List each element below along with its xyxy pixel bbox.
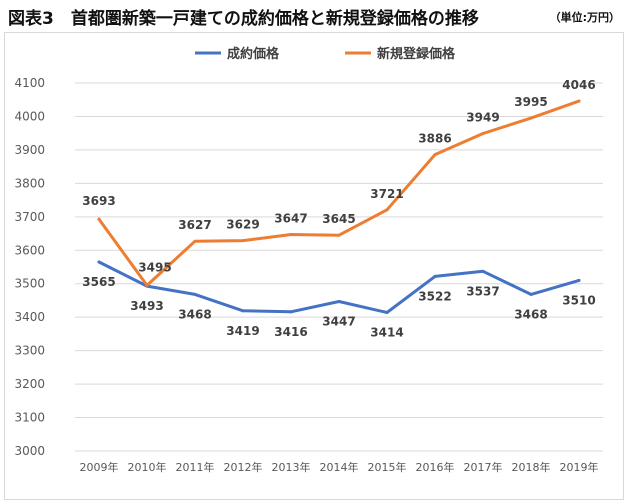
data-label-contract-price: 3565 bbox=[82, 275, 115, 289]
data-label-contract-price: 3493 bbox=[130, 299, 163, 313]
data-label-new-listing-price: 3645 bbox=[322, 212, 355, 226]
y-tick-label: 3000 bbox=[14, 444, 45, 458]
data-label-new-listing-price: 3629 bbox=[226, 218, 259, 232]
chart-title: 図表3 首都圏新築一戸建ての成約価格と新規登録価格の推移 bbox=[8, 9, 479, 29]
data-point-new-listing-price bbox=[385, 208, 389, 212]
chart-area: 3000 3100 3200 3300 3400 3500 3600 3700 3800 3900… bbox=[4, 32, 624, 500]
y-tick-label: 3900 bbox=[14, 143, 45, 157]
data-label-new-listing-price: 3693 bbox=[82, 194, 115, 208]
data-label-new-listing-price: 3721 bbox=[370, 187, 403, 201]
data-point-new-listing-price bbox=[529, 116, 533, 120]
title-row: 図表3 首都圏新築一戸建ての成約価格と新規登録価格の推移 （単位:万円） bbox=[8, 4, 622, 30]
data-label-contract-price: 3416 bbox=[274, 325, 307, 339]
y-tick-label: 4100 bbox=[14, 76, 45, 90]
x-tick-label: 2014年 bbox=[320, 460, 359, 474]
data-label-new-listing-price: 3995 bbox=[514, 95, 547, 109]
data-point-contract-price bbox=[529, 292, 533, 296]
x-tick-label: 2009年 bbox=[80, 460, 119, 474]
data-point-contract-price bbox=[337, 299, 341, 303]
y-tick-label: 3200 bbox=[14, 377, 45, 391]
x-tick-label: 2011年 bbox=[176, 460, 215, 474]
data-label-new-listing-price: 3647 bbox=[274, 212, 307, 226]
data-point-new-listing-price bbox=[433, 153, 437, 157]
data-point-new-listing-price bbox=[193, 239, 197, 243]
x-tick-label: 2012年 bbox=[224, 460, 263, 474]
data-point-contract-price bbox=[97, 260, 101, 264]
x-tick-label: 2013年 bbox=[272, 460, 311, 474]
data-point-new-listing-price bbox=[241, 239, 245, 243]
series-line-new-listing-price bbox=[97, 99, 581, 287]
y-tick-label: 3300 bbox=[14, 344, 45, 358]
x-tick-label: 2018年 bbox=[512, 460, 551, 474]
y-tick-label: 3600 bbox=[14, 243, 45, 257]
data-label-contract-price: 3419 bbox=[226, 324, 259, 338]
data-label-new-listing-price: 4046 bbox=[562, 78, 595, 92]
y-tick-label: 4000 bbox=[14, 109, 45, 123]
x-tick-label: 2010年 bbox=[128, 460, 167, 474]
y-tick-label: 3800 bbox=[14, 176, 45, 190]
data-point-new-listing-price bbox=[289, 233, 293, 237]
data-label-new-listing-price: 3627 bbox=[178, 218, 211, 232]
data-point-contract-price bbox=[241, 309, 245, 313]
data-point-contract-price bbox=[193, 292, 197, 296]
data-point-new-listing-price bbox=[145, 283, 149, 287]
y-tick-label: 3700 bbox=[14, 210, 45, 224]
line-chart: 3000 3100 3200 3300 3400 3500 3600 3700 3800 3900… bbox=[14, 46, 603, 474]
data-point-new-listing-price bbox=[577, 99, 581, 103]
y-tick-label: 3500 bbox=[14, 277, 45, 291]
data-point-new-listing-price bbox=[337, 233, 341, 237]
y-tick-label: 3400 bbox=[14, 310, 45, 324]
legend-label: 新規登録価格 bbox=[377, 46, 456, 62]
data-label-new-listing-price: 3886 bbox=[418, 132, 451, 146]
data-label-new-listing-price: 3495 bbox=[138, 260, 171, 274]
x-tick-label: 2019年 bbox=[560, 460, 599, 474]
x-tick-label: 2016年 bbox=[416, 460, 455, 474]
data-label-contract-price: 3537 bbox=[466, 284, 499, 298]
data-point-contract-price bbox=[481, 269, 485, 273]
data-label-contract-price: 3447 bbox=[322, 314, 355, 328]
unit-label: （単位:万円） bbox=[549, 11, 620, 24]
data-label-contract-price: 3414 bbox=[370, 325, 403, 339]
data-point-contract-price bbox=[289, 310, 293, 314]
data-point-contract-price bbox=[577, 278, 581, 282]
data-point-contract-price bbox=[433, 274, 437, 278]
data-label-new-listing-price: 3949 bbox=[466, 111, 499, 125]
legend-label: 成約価格 bbox=[227, 46, 280, 62]
y-tick-label: 3100 bbox=[14, 411, 45, 425]
data-label-contract-price: 3468 bbox=[514, 307, 547, 321]
data-point-new-listing-price bbox=[481, 132, 485, 136]
data-label-contract-price: 3510 bbox=[562, 293, 595, 307]
x-tick-label: 2015年 bbox=[368, 460, 407, 474]
x-tick-label: 2017年 bbox=[464, 460, 503, 474]
data-point-contract-price bbox=[385, 310, 389, 314]
data-label-contract-price: 3522 bbox=[418, 289, 451, 303]
data-label-contract-price: 3468 bbox=[178, 307, 211, 321]
data-point-new-listing-price bbox=[97, 217, 101, 221]
